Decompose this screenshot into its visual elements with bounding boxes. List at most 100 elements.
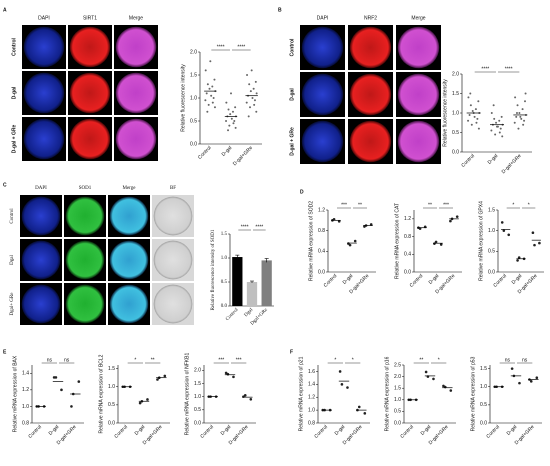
data-point: [471, 110, 474, 113]
data-point: [477, 100, 480, 103]
y-tick-label: 2.0: [452, 71, 459, 77]
micrograph-cell: [109, 284, 149, 324]
panel-label: D: [300, 189, 304, 195]
data-point: [224, 371, 228, 375]
column-label: SIRT1: [83, 15, 97, 21]
data-point: [251, 97, 254, 99]
data-point: [156, 378, 159, 381]
y-tick-label: 1.0: [394, 397, 401, 403]
data-point: [449, 389, 453, 392]
data-point: [529, 380, 533, 383]
data-point: [531, 231, 535, 235]
data-point: [210, 94, 213, 97]
data-point: [514, 96, 517, 99]
data-point: [369, 223, 373, 226]
y-tick-label: 1.5: [221, 232, 228, 237]
data-point: [518, 381, 521, 385]
data-point: [213, 78, 216, 81]
micrograph-cell: [69, 72, 111, 114]
data-point: [449, 219, 452, 223]
data-point: [249, 106, 252, 109]
x-tick-label: D-gal: [428, 273, 441, 286]
y-tick-label: 1.4: [22, 371, 29, 377]
significance-label: ***: [341, 202, 347, 208]
x-tick-label: Control: [492, 273, 508, 289]
row-label: D-gal + GRe: [289, 127, 295, 156]
data-point: [533, 243, 536, 247]
micrograph-cell: [21, 284, 61, 324]
micrograph-cell: [115, 118, 157, 160]
data-point: [522, 123, 525, 126]
y-tick-label: 0.4: [318, 249, 325, 255]
significance-label: ns: [47, 357, 53, 363]
y-tick-label: 2.0: [190, 49, 197, 55]
data-point: [469, 104, 472, 107]
data-point: [494, 133, 497, 136]
y-tick-label: 1.0: [190, 95, 197, 101]
data-point: [467, 96, 470, 99]
micrograph-cell: [349, 26, 392, 69]
data-point: [246, 74, 249, 76]
micrograph-cell: [397, 26, 440, 69]
y-tick-label: 0.0: [404, 269, 411, 275]
y-tick-label: 1.2: [318, 207, 325, 213]
micrograph-cell: [21, 196, 61, 236]
significance-label: *: [352, 357, 354, 363]
column-label: SOD1: [79, 186, 92, 191]
x-tick-label: Control: [409, 273, 425, 289]
data-point: [70, 405, 73, 408]
y-tick-label: 1.4: [308, 382, 315, 388]
data-point: [516, 259, 519, 262]
panel-label: C: [3, 182, 7, 188]
data-point: [209, 60, 212, 63]
y-tick-label: 0.0: [480, 420, 487, 426]
micrograph-cell: [69, 118, 111, 160]
row-label: D-gal: [11, 86, 17, 99]
y-tick-label: 0.0: [318, 269, 325, 275]
data-point: [206, 83, 209, 86]
data-point: [60, 388, 63, 392]
data-point: [477, 127, 480, 130]
data-point: [434, 240, 438, 244]
data-point: [498, 119, 501, 122]
significance-label: ns: [522, 357, 528, 363]
y-tick-label: 1.0: [488, 228, 495, 234]
data-point: [213, 106, 216, 109]
y-tick-label: 0.5: [394, 409, 401, 415]
significance-label: ns: [505, 357, 511, 363]
x-tick-label: D-gal: [221, 145, 234, 158]
y-tick-label: 0.0: [394, 420, 401, 426]
data-point: [476, 117, 479, 120]
data-point: [253, 99, 256, 102]
data-point: [515, 112, 518, 114]
micrograph-cell: [23, 26, 65, 68]
x-tick-label: D-gal: [220, 424, 233, 437]
row-label: D-gal: [289, 88, 295, 101]
data-point: [225, 120, 228, 122]
y-axis-label: Relative mRNA expression of SOD2: [308, 201, 314, 281]
data-point: [538, 241, 541, 245]
x-tick-label: D-gal: [342, 273, 355, 286]
data-point: [492, 104, 495, 107]
x-tick-label: D-gal: [420, 424, 433, 437]
data-point: [233, 120, 236, 122]
significance-label: **: [358, 202, 362, 208]
micrograph-cell: [65, 196, 105, 236]
y-tick-label: 0.5: [488, 249, 495, 255]
row-label: D-gal + GRe: [11, 125, 17, 154]
data-point: [501, 135, 504, 138]
data-point: [475, 121, 478, 124]
micrograph-cell: [109, 240, 149, 280]
micrograph-cell: [69, 26, 111, 68]
data-point: [432, 377, 435, 381]
data-point: [499, 127, 502, 130]
data-point: [225, 101, 228, 104]
y-tick-label: 1.5: [394, 386, 401, 392]
significance-label: ns: [64, 357, 70, 363]
column-label: Merge: [129, 15, 143, 21]
panel-label: A: [3, 7, 7, 13]
data-point: [510, 367, 514, 370]
panel-label: E: [3, 349, 7, 355]
data-point: [521, 108, 524, 111]
data-point: [517, 127, 520, 130]
